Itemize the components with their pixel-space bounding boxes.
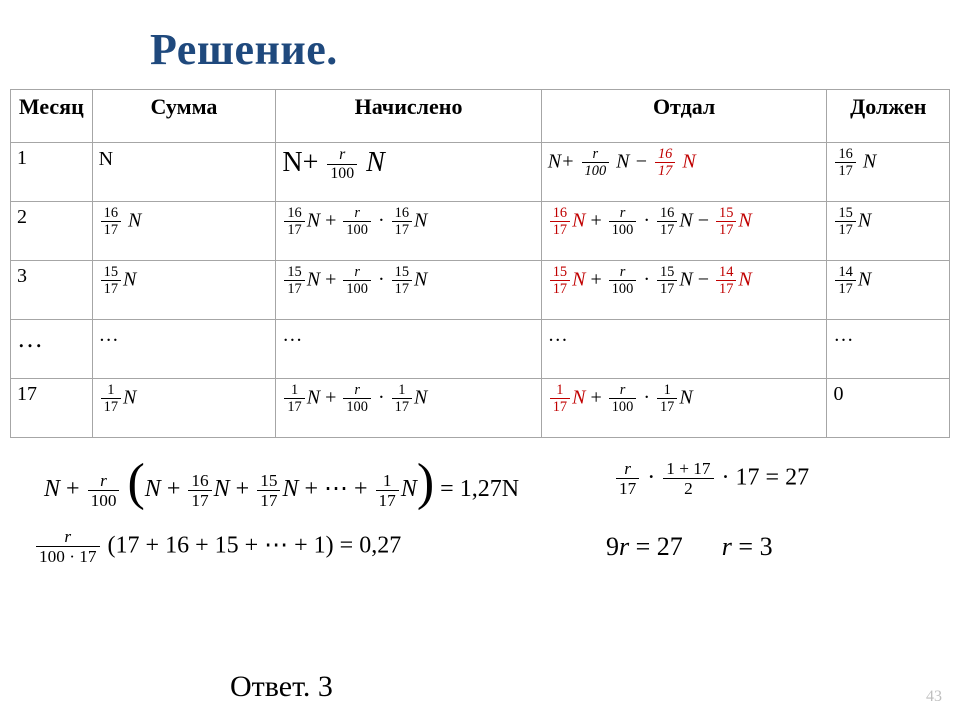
cell-owed: 1417N bbox=[827, 261, 950, 320]
cell-owed: … bbox=[827, 320, 950, 379]
equation-2: r100 · 17 (17 + 16 + 15 + ⋯ + 1) = 0,27 bbox=[34, 528, 401, 566]
cell-accrued: 1617N + r100 · 1617N bbox=[276, 202, 541, 261]
col-sum: Сумма bbox=[92, 90, 276, 143]
solution-table: Месяц Сумма Начислено Отдал Должен 1 N N… bbox=[10, 89, 950, 438]
cell-month: 1 bbox=[11, 143, 93, 202]
equation-1: N + r100 (N + 1617N + 1517N + ⋯ + 117N) … bbox=[44, 460, 519, 509]
cell-sum: N bbox=[92, 143, 276, 202]
col-owed: Должен bbox=[827, 90, 950, 143]
cell-paid: 1617N + r100 · 1617N − 1517N bbox=[541, 202, 827, 261]
col-paid: Отдал bbox=[541, 90, 827, 143]
table-row: 1 N N+ r100 N N+ r100 N − 1617 N 1617 bbox=[11, 143, 950, 202]
cell-month: 17 bbox=[11, 379, 93, 438]
cell-accrued: N+ r100 N bbox=[276, 143, 541, 202]
equation-3: r17 · 1 + 172 · 17 = 27 bbox=[614, 460, 809, 498]
cell-accrued: … bbox=[276, 320, 541, 379]
cell-paid: 1517N + r100 · 1517N − 1417N bbox=[541, 261, 827, 320]
cell-sum: 1517N bbox=[92, 261, 276, 320]
cell-sum: 1617 N bbox=[92, 202, 276, 261]
cell-accrued: 117N + r100 · 117N bbox=[276, 379, 541, 438]
cell-sum: 117N bbox=[92, 379, 276, 438]
cell-sum: … bbox=[92, 320, 276, 379]
cell-paid: N+ r100 N − 1617 N bbox=[541, 143, 827, 202]
cell-paid: … bbox=[541, 320, 827, 379]
cell-owed: 1617 N bbox=[827, 143, 950, 202]
page-title: Решение. bbox=[150, 24, 950, 75]
equation-4: 9r = 27 r = 3 bbox=[606, 530, 773, 562]
cell-owed: 0 bbox=[827, 379, 950, 438]
cell-month: 3 bbox=[11, 261, 93, 320]
cell-month: 2 bbox=[11, 202, 93, 261]
col-month: Месяц bbox=[11, 90, 93, 143]
table-row: 2 1617 N 1617N + r100 · 1617N 1617N + r1… bbox=[11, 202, 950, 261]
page-number: 43 bbox=[926, 688, 942, 706]
table-row: 3 1517N 1517N + r100 · 1517N 1517N + r10… bbox=[11, 261, 950, 320]
table-row: 17 117N 117N + r100 · 117N 117N + r100 ·… bbox=[11, 379, 950, 438]
cell-owed: 1517N bbox=[827, 202, 950, 261]
cell-accrued: 1517N + r100 · 1517N bbox=[276, 261, 541, 320]
equations-block: N + r100 (N + 1617N + 1517N + ⋯ + 117N) … bbox=[34, 460, 926, 630]
table-row: … … … … … bbox=[11, 320, 950, 379]
cell-paid: 117N + r100 · 117N bbox=[541, 379, 827, 438]
answer-text: Ответ. 3 bbox=[230, 670, 333, 704]
cell-month: … bbox=[11, 320, 93, 379]
col-accrued: Начислено bbox=[276, 90, 541, 143]
